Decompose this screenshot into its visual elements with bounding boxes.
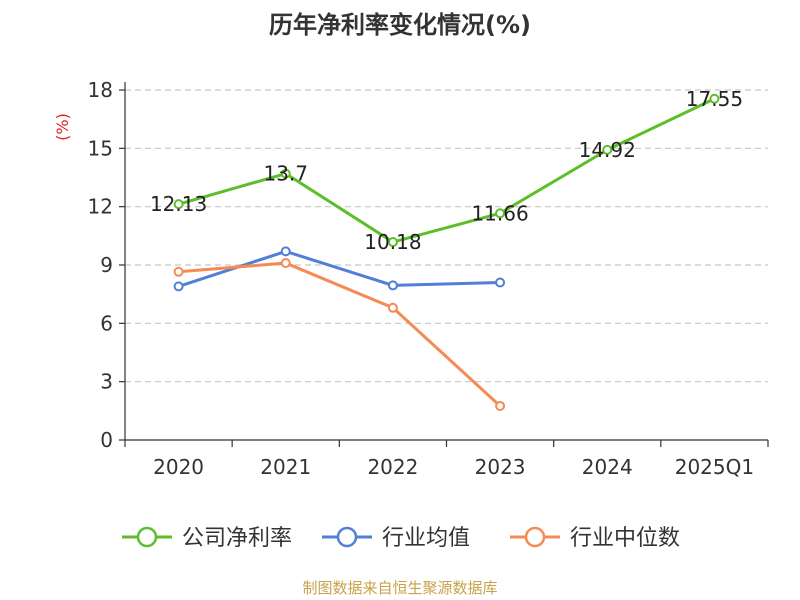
data-label: 14.92	[579, 138, 636, 162]
y-tick-label: 3	[100, 370, 113, 394]
legend-item[interactable]: 公司净利率	[122, 526, 292, 551]
series-line-3	[178, 261, 502, 408]
data-point	[495, 277, 506, 288]
data-point	[387, 302, 398, 313]
axes	[119, 82, 769, 447]
legend-label: 行业中位数	[570, 526, 680, 551]
series-group	[173, 93, 720, 411]
data-point	[173, 199, 184, 210]
legend-item[interactable]: 行业均值	[322, 526, 470, 551]
legend-marker-icon	[336, 526, 358, 548]
data-point	[173, 266, 184, 277]
legend-label: 行业均值	[382, 526, 470, 551]
chart-title: 历年净利率变化情况(%)	[269, 11, 531, 39]
series-line-1	[178, 97, 716, 244]
data-point	[495, 208, 506, 219]
source-note: 制图数据来自恒生聚源数据库	[302, 579, 497, 597]
legend-marker-icon	[524, 526, 546, 548]
data-label: 17.55	[686, 87, 743, 111]
data-label: 11.66	[471, 201, 528, 225]
y-tick-labels: 0 3 6 9 12 15 18	[88, 78, 113, 452]
legend-marker-icon	[136, 526, 158, 548]
data-label: 10.18	[364, 230, 421, 254]
data-point	[280, 246, 291, 257]
x-tick-label: 2021	[260, 455, 311, 479]
y-tick-label: 6	[100, 311, 113, 335]
data-labels: 12.13 13.7 10.18 11.66 14.92 17.55	[150, 87, 743, 254]
data-point	[709, 93, 720, 104]
data-point	[173, 281, 184, 292]
x-tick-label: 2022	[367, 455, 418, 479]
data-point	[280, 258, 291, 269]
data-label: 12.13	[150, 192, 207, 216]
grid-lines	[125, 89, 768, 383]
data-point	[387, 280, 398, 291]
y-tick-label: 15	[88, 136, 113, 160]
y-tick-label: 0	[100, 428, 113, 452]
y-tick-label: 9	[100, 253, 113, 277]
data-point	[387, 237, 398, 248]
x-tick-label: 2020	[153, 455, 204, 479]
y-tick-label: 12	[88, 195, 113, 219]
x-tick-label: 2024	[582, 455, 633, 479]
x-tick-label: 2023	[475, 455, 526, 479]
y-axis-unit-label: (%)	[53, 113, 72, 141]
data-label: 13.7	[263, 162, 308, 186]
x-tick-label: 2025Q1	[675, 455, 754, 479]
legend-label: 公司净利率	[182, 526, 292, 551]
legend-item[interactable]: 行业中位数	[510, 526, 680, 551]
data-point	[495, 400, 506, 411]
data-point	[280, 168, 291, 179]
x-tick-labels: 2020 2021 2022 2023 2024 2025Q1	[153, 455, 754, 479]
data-point	[602, 144, 613, 155]
y-tick-label: 18	[88, 78, 113, 102]
legend: 公司净利率 行业均值 行业中位数	[122, 526, 680, 551]
